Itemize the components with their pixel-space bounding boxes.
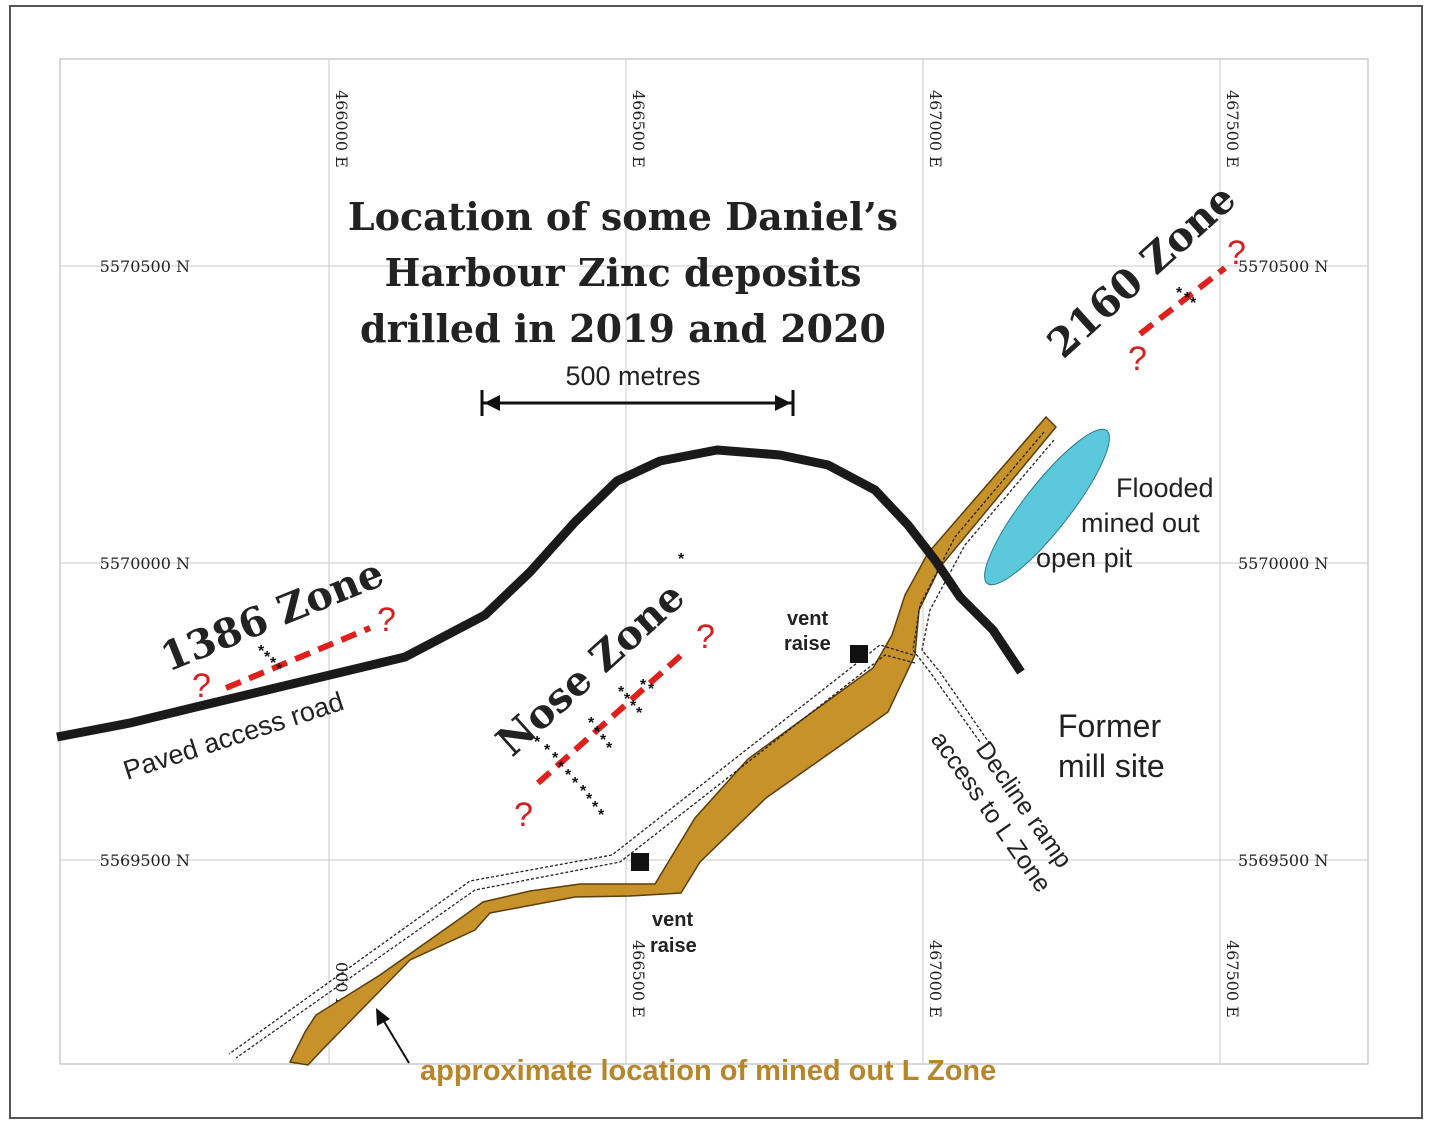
easting-label-466500-bottom: 466500 E <box>629 940 648 1018</box>
vent-raise-south-label-2: raise <box>650 935 697 957</box>
question-mark-2160-south: ? <box>1128 340 1147 378</box>
vent-raise-south <box>631 853 649 871</box>
svg-text:*: * <box>598 807 605 824</box>
svg-text:*: * <box>630 698 637 715</box>
svg-text:*: * <box>588 715 595 732</box>
vent-raise-north <box>850 645 868 663</box>
svg-text:*: * <box>586 791 593 808</box>
svg-text:*: * <box>534 734 541 751</box>
svg-text:*: * <box>678 551 685 568</box>
northing-label-5570000-left: 5570000 N <box>100 554 190 573</box>
zone-label-nose: Nose Zone <box>487 573 693 766</box>
svg-text:*: * <box>618 684 625 701</box>
svg-text:*: * <box>640 677 647 694</box>
svg-text:*: * <box>270 655 277 672</box>
map-title-line-3: drilled in 2019 and 2020 <box>360 306 886 351</box>
easting-label-467500-bottom: 467500 E <box>1223 940 1242 1018</box>
scale-bar-label: 500 metres <box>565 361 700 391</box>
map-title-line-1: Location of some Daniel’s <box>348 194 898 239</box>
svg-text:*: * <box>636 705 643 722</box>
question-mark-1386-west: ? <box>192 667 211 705</box>
zone-trend-lines <box>224 265 1227 786</box>
question-mark-2160-north: ? <box>1227 234 1246 272</box>
svg-text:*: * <box>552 750 559 767</box>
svg-text:*: * <box>1176 285 1183 302</box>
vent-raise-north-label-2: raise <box>784 633 831 655</box>
svg-text:*: * <box>592 799 599 816</box>
svg-text:*: * <box>600 732 607 749</box>
flooded-pit-label-3: open pit <box>1036 543 1133 573</box>
easting-label-466500-top: 466500 E <box>629 90 648 168</box>
northing-label-5570500-left: 5570500 N <box>100 257 190 276</box>
easting-label-467000-bottom: 467000 E <box>926 940 945 1018</box>
svg-text:*: * <box>1184 290 1191 307</box>
svg-text:*: * <box>1190 295 1197 312</box>
svg-text:*: * <box>276 661 283 678</box>
trend-2160-zone <box>1138 265 1227 337</box>
outer-border <box>9 5 1423 1119</box>
question-mark-1386-east: ? <box>377 601 396 639</box>
easting-label-467500-top: 467500 E <box>1223 90 1242 168</box>
northing-label-5570000-right: 5570000 N <box>1238 554 1328 573</box>
map-frame <box>59 58 1369 1065</box>
easting-label-466000-top: 466000 E <box>332 90 351 168</box>
scale-bar <box>480 390 795 416</box>
svg-text:*: * <box>606 740 613 757</box>
vent-raise-north-label-1: vent <box>787 608 828 630</box>
l-zone-label: approximate location of mined out L Zone <box>420 1055 996 1087</box>
flooded-open-pit <box>984 428 1110 586</box>
question-mark-nose-north: ? <box>696 618 715 656</box>
flooded-pit-label-2: mined out <box>1081 508 1200 538</box>
l-zone-leader-arrow <box>376 1008 410 1064</box>
vent-raise-south-label-1: vent <box>652 909 693 931</box>
northing-label-5569500-right: 5569500 N <box>1238 851 1328 870</box>
mill-site-label-2: mill site <box>1058 748 1165 784</box>
question-mark-nose-south: ? <box>514 796 533 834</box>
zone-label-2160: 2160 Zone <box>1038 175 1245 368</box>
decline-ramp-access <box>228 431 1055 1059</box>
northing-label-5569500-left: 5569500 N <box>100 851 190 870</box>
flooded-pit-label-1: Flooded <box>1116 473 1214 503</box>
svg-text:*: * <box>624 691 631 708</box>
svg-text:*: * <box>594 724 601 741</box>
paved-access-road <box>56 445 1025 742</box>
northing-label-5570500-right: 5570500 N <box>1238 257 1328 276</box>
easting-label-467000-top: 467000 E <box>926 90 945 168</box>
svg-text:*: * <box>558 759 565 776</box>
map-title-line-2: Harbour Zinc deposits <box>385 250 862 295</box>
svg-text:*: * <box>572 775 579 792</box>
svg-text:*: * <box>544 742 551 759</box>
svg-text:*: * <box>580 783 587 800</box>
svg-text:*: * <box>648 681 655 698</box>
svg-text:*: * <box>565 767 572 784</box>
trend-1386-zone <box>224 625 372 691</box>
trend-nose-zone <box>536 647 689 786</box>
drill-hole-markers: * * * * * * ** * * * * * * ** * * * * * * * * * * * * <box>258 285 1197 824</box>
svg-text:*: * <box>264 649 271 666</box>
mill-site-label-1: Former <box>1058 708 1161 744</box>
svg-text:*: * <box>258 643 265 660</box>
